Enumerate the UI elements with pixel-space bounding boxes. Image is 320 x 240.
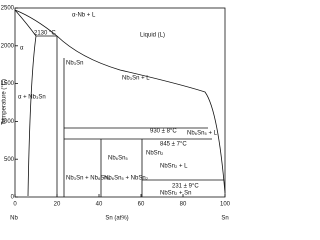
annotation: NbSn₂ + L: [160, 164, 188, 170]
liquidus: [14, 9, 226, 194]
annotation: Nb₆Sn₅ + L: [187, 131, 218, 137]
chart: α-Nb + L 2130 °C α Liquid (L) Nb₃Sn Nb₃S…: [1, 6, 231, 222]
nb3sn-phase: [56, 36, 65, 197]
annotation: Nb₃Sn + Nb₆Sn₅: [66, 176, 111, 182]
x-axis-label: Sn (at%): [105, 216, 128, 222]
x-tick-label: 60: [138, 202, 145, 208]
annotation: NbSn₂ + Sn: [160, 191, 192, 197]
annotation: Nb₃Sn + L: [122, 76, 150, 82]
y-tick-label: 1500: [1, 81, 15, 87]
x-tick-label: 20: [54, 202, 61, 208]
y-tick-label: 500: [4, 157, 15, 163]
phase-boundaries: [14, 7, 226, 198]
y-tick-label: 0: [11, 195, 15, 201]
annotation: Nb₆Sn₅ + NbSn₂: [104, 176, 149, 182]
annotation: 930 ± 8°C: [150, 129, 177, 135]
annotation: NbSn₂: [146, 151, 164, 157]
intermetallic-lines: [64, 127, 224, 197]
x-tick-label: 0: [13, 202, 17, 208]
y-tick-label: 1000: [1, 119, 15, 125]
x-tick-label: 100: [220, 202, 231, 208]
alpha-solvus: [14, 9, 37, 197]
y-tick-label: 2000: [1, 43, 15, 49]
x-tick-label: 80: [180, 202, 187, 208]
x-start-label: Nb: [10, 216, 18, 222]
annotation: Nb₃Sn: [66, 61, 83, 67]
x-tick-label: 40: [96, 202, 103, 208]
annotation: α: [20, 46, 24, 52]
y-axis-label: Temperature (°C): [2, 79, 8, 125]
y-tick-label: 2500: [1, 6, 15, 12]
annotation: 231 ± 9°C: [172, 184, 199, 190]
annotation: 2130 °C: [34, 31, 56, 37]
annotation: Nb₆Sn₅: [108, 156, 128, 162]
x-end-label: Sn: [221, 216, 228, 222]
annotation: 845 ± 7°C: [160, 142, 187, 148]
annotation: α + Nb₃Sn: [18, 95, 46, 101]
annotation: Liquid (L): [140, 33, 165, 39]
annotation: α-Nb + L: [72, 13, 96, 19]
plot-frame: [14, 7, 226, 198]
